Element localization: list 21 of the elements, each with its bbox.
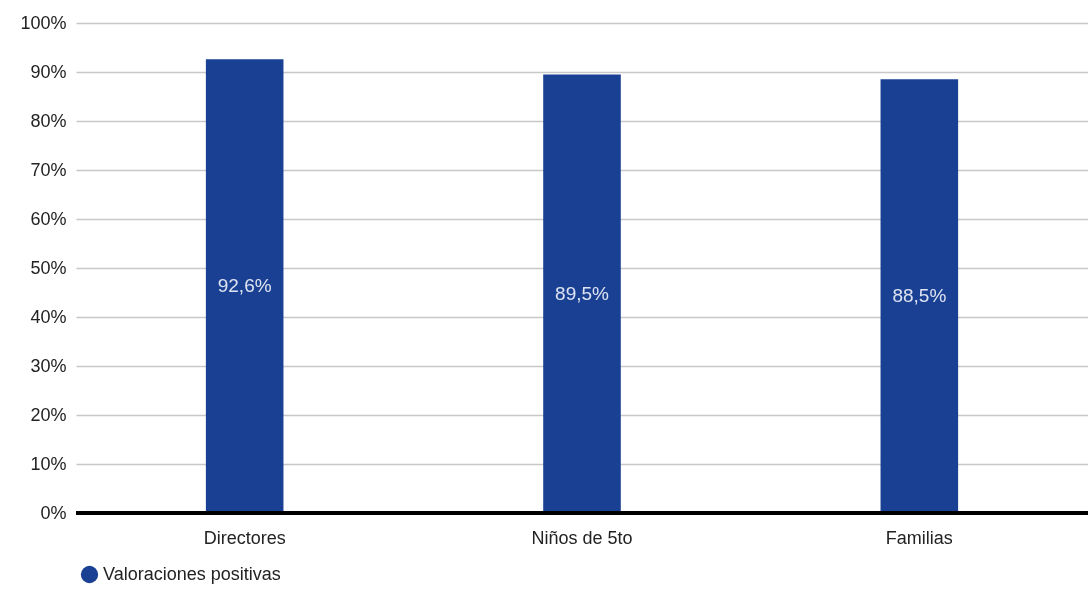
y-tick-label: 40% bbox=[30, 306, 67, 327]
y-tick-label: 20% bbox=[30, 404, 67, 425]
x-tick-label: Familias bbox=[885, 527, 953, 548]
bar bbox=[543, 74, 621, 513]
legend-label: Valoraciones positivas bbox=[103, 563, 281, 584]
y-tick-label: 100% bbox=[20, 12, 67, 33]
y-tick-label: 70% bbox=[30, 159, 67, 180]
y-tick-label: 60% bbox=[30, 208, 67, 229]
y-tick-label: 0% bbox=[40, 502, 67, 523]
x-tick-label: Niños de 5to bbox=[531, 527, 633, 548]
bar bbox=[205, 59, 284, 513]
y-tick-label: 50% bbox=[30, 257, 67, 278]
y-tick-label: 30% bbox=[30, 355, 67, 376]
y-tick-label: 90% bbox=[30, 61, 67, 82]
y-tick-label: 10% bbox=[30, 453, 67, 474]
x-tick-label: Directores bbox=[203, 527, 286, 548]
y-tick-label: 80% bbox=[30, 110, 67, 131]
data-label: 89,5% bbox=[555, 282, 610, 304]
bar bbox=[880, 79, 959, 513]
data-label: 92,6% bbox=[217, 275, 272, 297]
data-label: 88,5% bbox=[892, 285, 947, 307]
